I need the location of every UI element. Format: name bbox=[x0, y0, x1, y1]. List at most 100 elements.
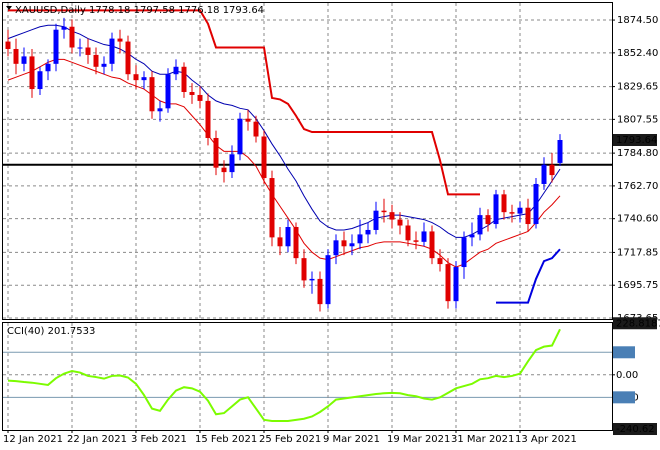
y-tick-label: 1807.55 bbox=[617, 114, 658, 125]
x-tick-label: 31 Mar 2021 bbox=[451, 434, 514, 445]
candle-body bbox=[141, 77, 147, 81]
candle-body bbox=[237, 118, 243, 155]
candle-body bbox=[269, 178, 275, 238]
candle-body bbox=[413, 240, 419, 242]
candle-body bbox=[517, 207, 523, 214]
candle-body bbox=[109, 38, 115, 64]
candle-body bbox=[221, 167, 227, 173]
candle-body bbox=[29, 56, 35, 90]
candle-body bbox=[85, 47, 91, 55]
x-tick-label: 13 Apr 2021 bbox=[515, 434, 577, 445]
indicator-line bbox=[7, 24, 561, 238]
candle-body bbox=[357, 234, 363, 244]
cci-name: CCI(40) bbox=[7, 326, 45, 337]
cci-panel bbox=[2, 322, 613, 431]
candle-body bbox=[445, 264, 451, 302]
candle-body bbox=[77, 47, 83, 49]
layers bbox=[3, 3, 615, 433]
candle-body bbox=[293, 226, 299, 259]
candle-body bbox=[421, 231, 427, 242]
candle-body bbox=[181, 66, 187, 93]
candle-body bbox=[453, 267, 459, 302]
candle-body bbox=[253, 121, 259, 137]
y-tick-label: 1695.75 bbox=[617, 280, 658, 291]
cci-value: 201.7533 bbox=[48, 326, 96, 337]
candle-body bbox=[501, 194, 507, 213]
candle-body bbox=[93, 54, 99, 67]
level-box bbox=[613, 391, 635, 404]
x-tick-label: 9 Mar 2021 bbox=[323, 434, 380, 445]
candle-body bbox=[13, 48, 19, 64]
tick-label-box bbox=[613, 317, 657, 330]
candle-body bbox=[229, 154, 235, 173]
y-tick-label: 1829.65 bbox=[617, 82, 658, 93]
candle-body bbox=[69, 26, 75, 48]
candle-body bbox=[133, 74, 139, 81]
candle-body bbox=[333, 240, 339, 256]
candle-body bbox=[101, 63, 107, 67]
open-value: 1778.18 bbox=[89, 5, 130, 16]
candle-body bbox=[213, 137, 219, 168]
cci-line bbox=[7, 328, 561, 422]
candle-body bbox=[125, 41, 131, 75]
candle-body bbox=[485, 215, 491, 225]
candle-body bbox=[397, 219, 403, 226]
tick-label-box bbox=[613, 423, 657, 436]
candle-body bbox=[509, 212, 515, 214]
price-label: 1793.64 bbox=[616, 135, 657, 146]
candle-body bbox=[373, 210, 379, 230]
candle-body bbox=[557, 140, 563, 163]
candle-body bbox=[525, 207, 531, 225]
candle-body bbox=[437, 258, 443, 265]
y-tick-label: 1874.50 bbox=[617, 15, 658, 26]
candle-body bbox=[173, 66, 179, 75]
y-tick-label: -240.62 bbox=[616, 424, 655, 435]
candle-body bbox=[541, 164, 547, 184]
level-box bbox=[613, 346, 635, 359]
y-tick-label: 1740.60 bbox=[617, 214, 658, 225]
chart-title: XAUUSD,Daily 1778.18 1797.58 1776.18 179… bbox=[15, 5, 264, 16]
candle-body bbox=[477, 215, 483, 235]
candle-body bbox=[5, 41, 11, 49]
x-tick-label: 12 Jan 2021 bbox=[3, 434, 63, 445]
candle-body bbox=[429, 231, 435, 259]
indicator-line bbox=[7, 58, 561, 268]
candle-body bbox=[61, 26, 67, 30]
indicator-line bbox=[496, 248, 561, 304]
x-tick-label: 19 Mar 2021 bbox=[387, 434, 450, 445]
candle-body bbox=[389, 212, 395, 220]
y-tick-label: 0.00 bbox=[616, 370, 638, 381]
candle-body bbox=[157, 108, 163, 112]
y-tick-label: 228.8187 bbox=[616, 318, 660, 329]
title: XAUUSD,Daily bbox=[15, 5, 86, 16]
candle-body bbox=[117, 38, 123, 42]
candle-body bbox=[469, 234, 475, 238]
candle-body bbox=[301, 258, 307, 281]
candle-body bbox=[405, 225, 411, 241]
candle-body bbox=[317, 278, 323, 305]
candle-body bbox=[461, 237, 467, 268]
candle-body bbox=[189, 92, 195, 95]
cci-title: CCI(40) 201.7533 bbox=[7, 326, 95, 337]
candle-body bbox=[325, 255, 331, 305]
candle-body bbox=[37, 71, 43, 90]
y-tick-label: 1784.80 bbox=[617, 148, 658, 159]
candle-body bbox=[53, 29, 59, 64]
candle-body bbox=[45, 63, 51, 72]
candle-body bbox=[245, 118, 251, 122]
candle-body bbox=[309, 278, 315, 281]
y-tick-label: 1852.40 bbox=[617, 48, 658, 59]
x-tick-label: 22 Jan 2021 bbox=[67, 434, 127, 445]
candle-body bbox=[341, 240, 347, 247]
candle-body bbox=[533, 183, 539, 225]
indicator-line bbox=[8, 9, 480, 196]
x-tick-label: 3 Feb 2021 bbox=[131, 434, 187, 445]
price-panel bbox=[2, 2, 613, 320]
price-label-box bbox=[613, 134, 657, 147]
high-value: 1797.58 bbox=[134, 5, 175, 16]
candle-body bbox=[493, 194, 499, 225]
y-tick-label: 1717.85 bbox=[617, 247, 658, 258]
candle-body bbox=[549, 164, 555, 176]
